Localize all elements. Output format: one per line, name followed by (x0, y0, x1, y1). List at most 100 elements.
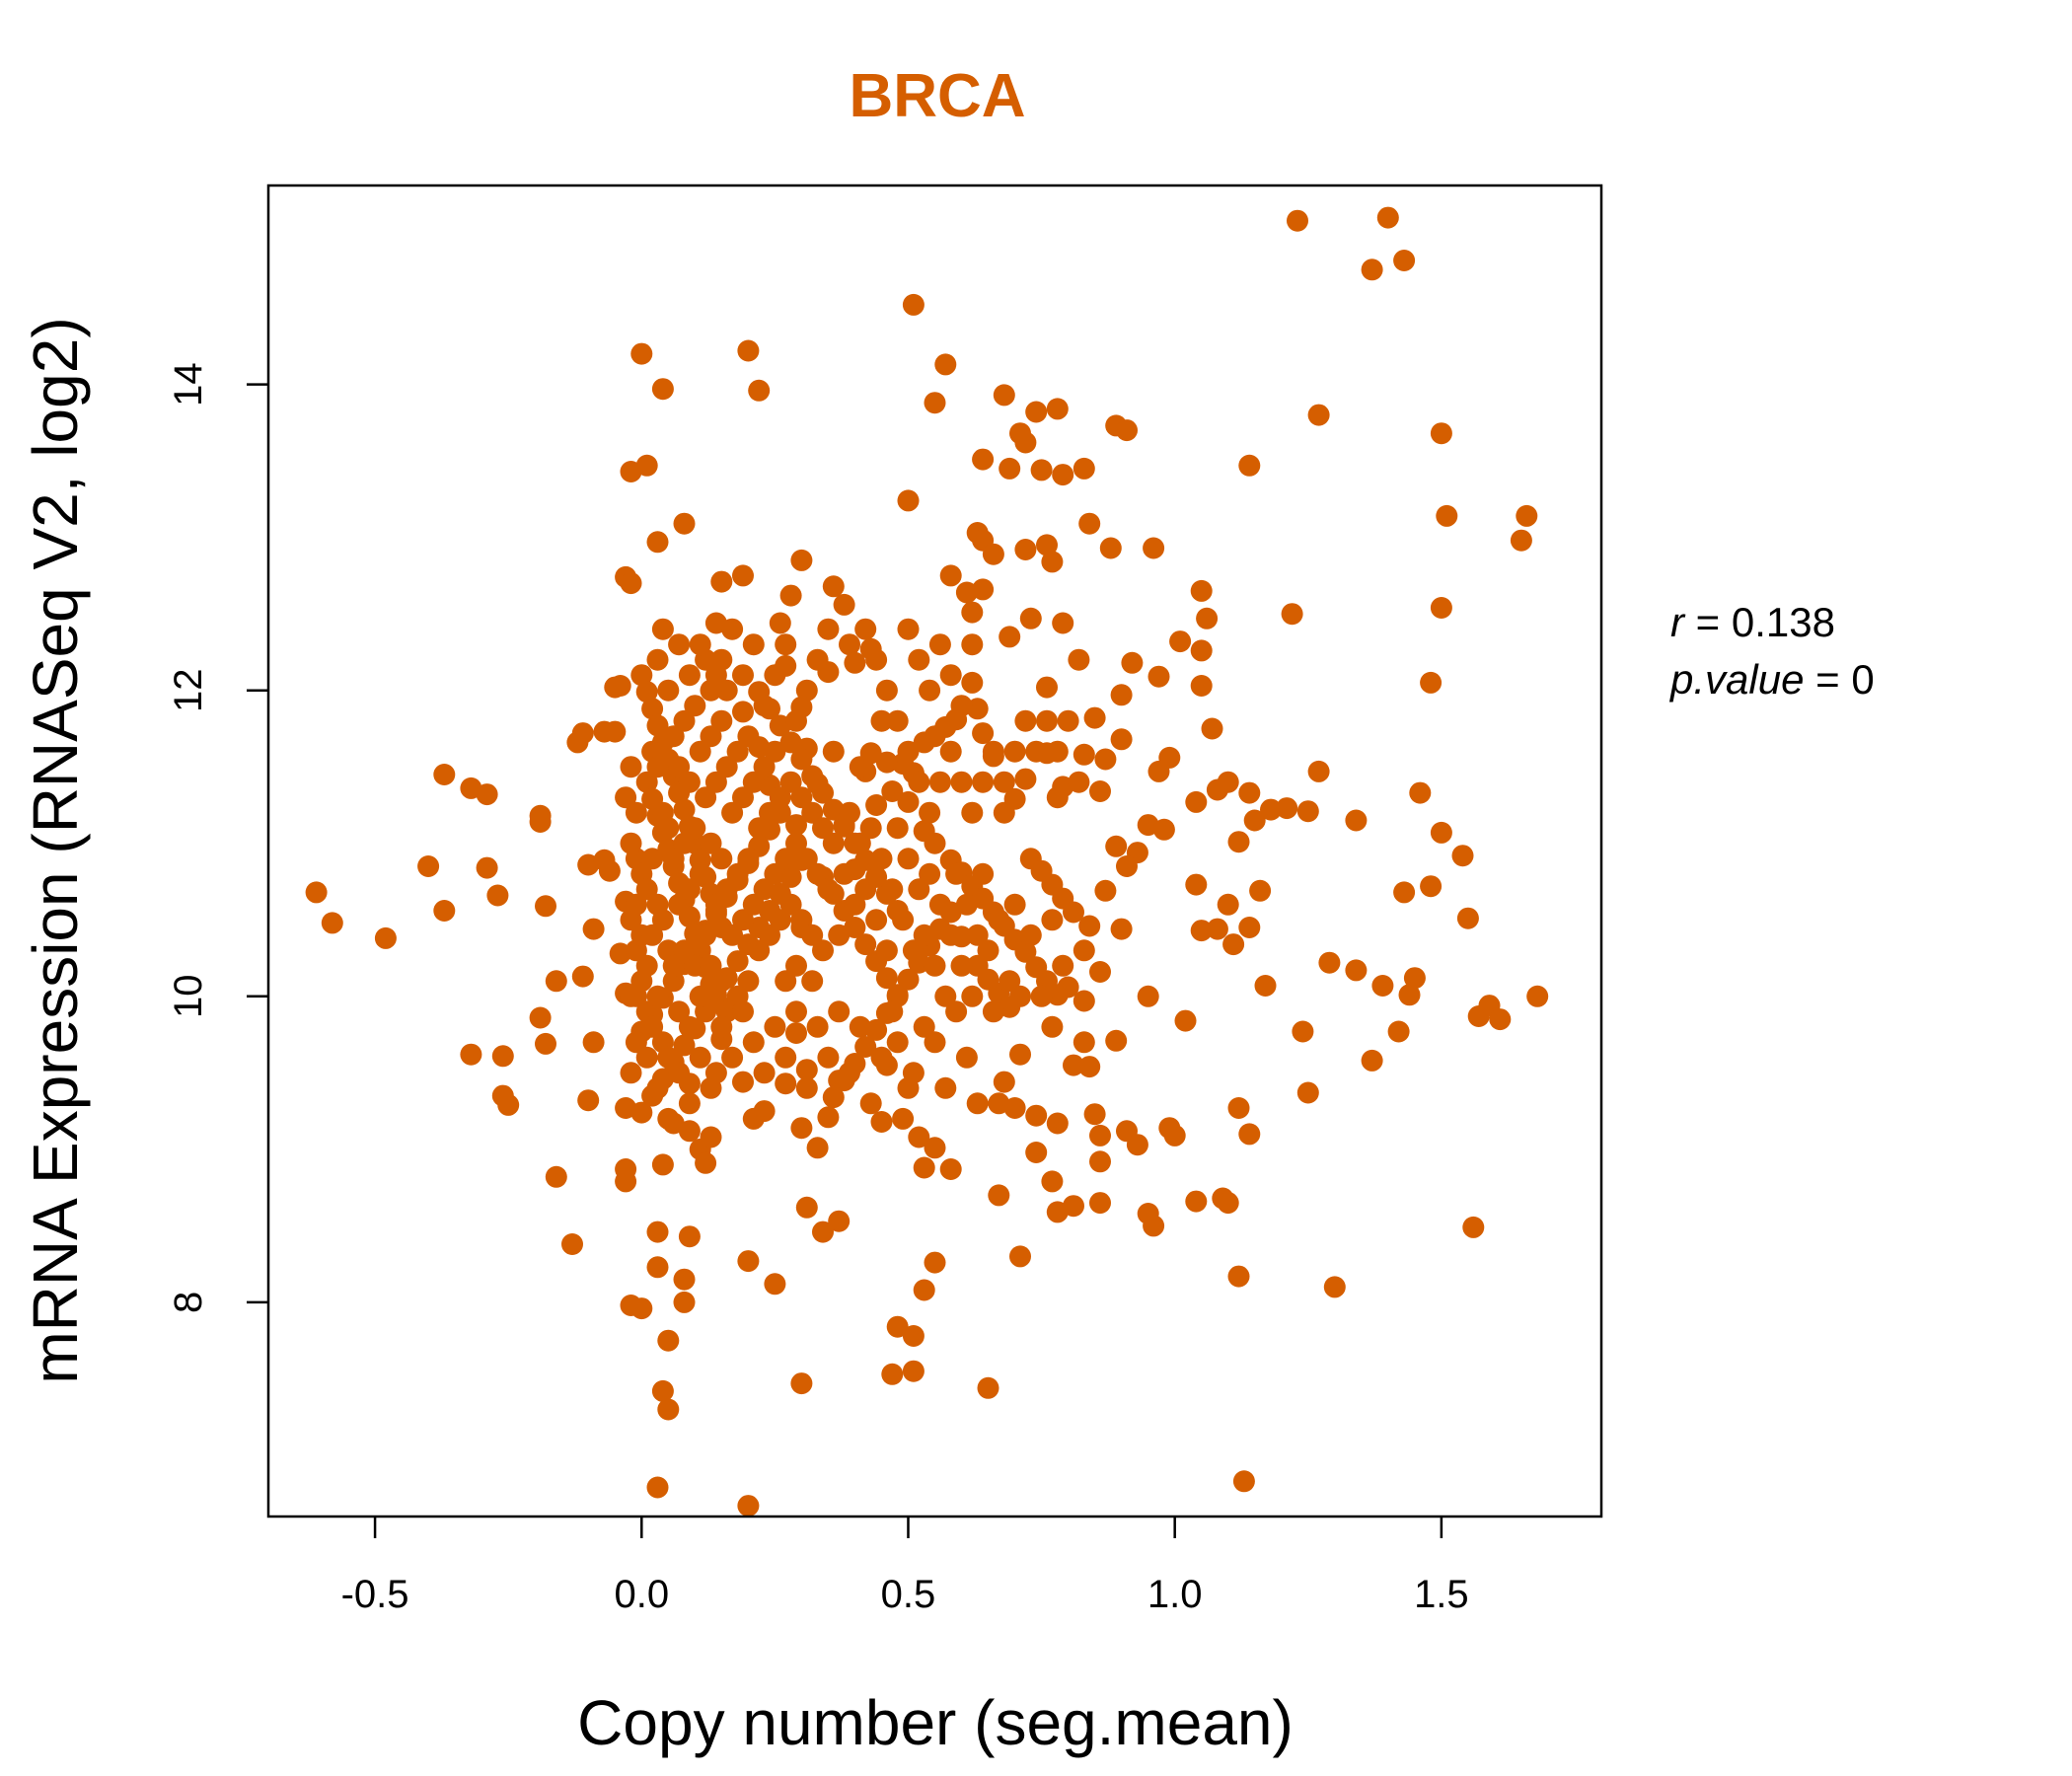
data-point (790, 1372, 813, 1395)
data-point (1196, 607, 1219, 629)
data-point (1041, 551, 1064, 573)
data-point (1174, 1009, 1197, 1032)
data-point (1420, 671, 1443, 694)
data-point (828, 924, 851, 946)
data-point (849, 756, 871, 778)
data-point (641, 698, 664, 720)
data-point (742, 1031, 765, 1054)
data-point (689, 862, 711, 885)
data-point (1046, 1112, 1069, 1135)
data-point (1046, 786, 1069, 809)
data-point (1025, 1142, 1048, 1163)
data-point (1110, 684, 1133, 706)
data-point (1014, 768, 1037, 790)
data-point (1398, 984, 1421, 1006)
x-tick-label: 0.0 (614, 1573, 669, 1616)
data-point (620, 756, 642, 778)
data-point (790, 1117, 813, 1140)
data-point (742, 893, 765, 916)
data-point (812, 1221, 834, 1243)
y-axis-title: mRNA Expression (RNASeq V2, log2) (20, 317, 91, 1383)
data-point (737, 1250, 760, 1273)
data-point (961, 801, 984, 824)
data-point (646, 1256, 669, 1279)
data-point (759, 924, 780, 946)
data-point (934, 1076, 957, 1099)
data-point (759, 801, 780, 824)
data-point (1217, 771, 1239, 793)
data-point (817, 878, 840, 901)
data-point (961, 601, 984, 624)
data-point (1147, 760, 1170, 782)
data-point (972, 862, 995, 885)
data-point (668, 756, 691, 778)
data-point (615, 786, 637, 809)
data-point (1073, 1031, 1095, 1054)
data-point (1063, 901, 1084, 924)
data-point (620, 1062, 642, 1084)
data-point (785, 1022, 807, 1044)
data-point (982, 1000, 1004, 1023)
data-point (1254, 975, 1277, 997)
data-point (748, 939, 771, 962)
data-point (1046, 398, 1069, 420)
data-point (966, 924, 989, 946)
data-point (886, 984, 909, 1006)
data-point (812, 939, 834, 962)
data-point (1057, 709, 1079, 732)
data-point (625, 1031, 647, 1054)
data-point (839, 801, 860, 824)
data-point (1083, 706, 1106, 729)
data-point (795, 848, 818, 870)
data-point (545, 1165, 567, 1188)
data-point (945, 862, 968, 885)
data-point (1025, 1104, 1048, 1127)
data-point (972, 771, 995, 793)
data-point (651, 909, 674, 931)
data-point (801, 924, 824, 946)
data-point (924, 1031, 946, 1054)
data-point (662, 848, 685, 870)
data-point (1099, 537, 1122, 559)
x-tick-label: -0.5 (341, 1573, 409, 1616)
data-point (715, 878, 738, 901)
data-point (657, 1046, 680, 1069)
data-point (972, 722, 995, 745)
data-point (1078, 915, 1101, 937)
data-point (657, 1107, 680, 1130)
data-point (795, 1059, 818, 1081)
data-point (988, 909, 1010, 931)
data-point (865, 794, 888, 816)
data-point (939, 564, 962, 587)
data-point (651, 1379, 674, 1402)
data-point (1052, 612, 1074, 634)
y-tick-label: 8 (167, 1292, 210, 1313)
data-point (1190, 639, 1213, 662)
pvalue-stat: p.value = 0 (1668, 656, 1875, 703)
data-point (721, 801, 744, 824)
data-point (726, 950, 749, 973)
data-point (689, 985, 711, 1007)
data-point (625, 801, 647, 824)
data-point (673, 939, 696, 962)
data-point (785, 1000, 807, 1023)
data-point (1281, 603, 1303, 626)
data-point (779, 584, 802, 607)
data-point (1030, 985, 1053, 1007)
data-point (1227, 831, 1250, 853)
data-point (1041, 1015, 1064, 1038)
data-point (1152, 818, 1175, 841)
data-point (833, 862, 855, 885)
data-point (928, 633, 951, 656)
data-point (678, 771, 701, 793)
data-point (305, 881, 328, 904)
data-point (955, 893, 978, 916)
data-point (897, 489, 920, 512)
data-point (673, 1268, 696, 1291)
data-points (305, 206, 1549, 1517)
data-point (1307, 760, 1330, 782)
data-point (1089, 1192, 1111, 1215)
data-point (1227, 1097, 1250, 1119)
data-point (875, 967, 898, 990)
data-point (417, 855, 440, 877)
